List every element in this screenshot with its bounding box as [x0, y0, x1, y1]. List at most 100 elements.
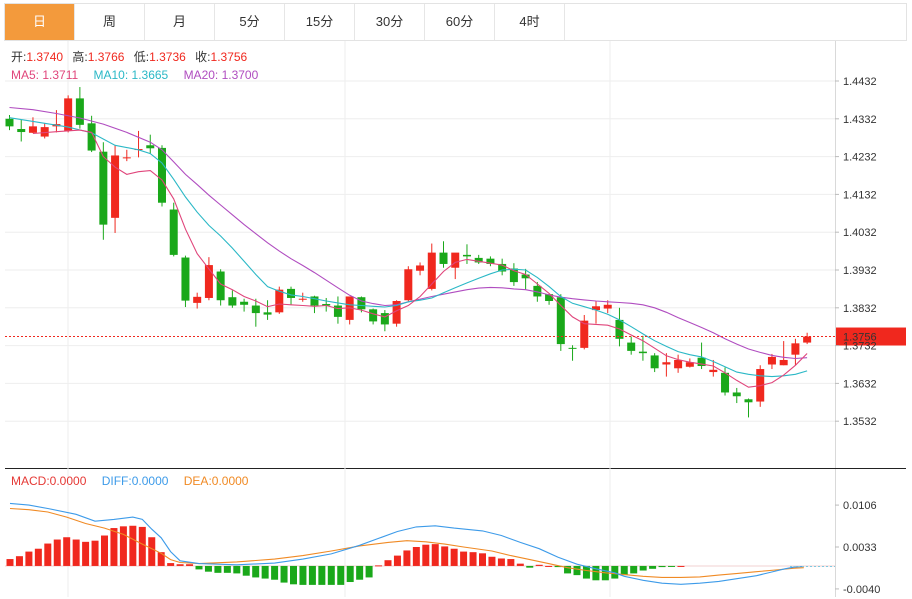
candle-body: [392, 300, 401, 324]
candle-body: [638, 351, 647, 354]
candle-body: [369, 309, 378, 322]
price-tag-text: 1.3756: [843, 332, 877, 344]
macd-bar: [384, 560, 392, 566]
candle-body: [181, 257, 190, 301]
ma10-label: MA10:: [94, 68, 132, 82]
candle-body: [99, 151, 108, 225]
tab-30min[interactable]: 30分: [355, 4, 425, 40]
macd-bar: [252, 565, 260, 578]
candle-body: [157, 147, 166, 203]
macd-bar: [129, 525, 137, 566]
candle-body: [674, 359, 683, 369]
tab-month[interactable]: 月: [145, 4, 215, 40]
diff-line: [9, 502, 804, 585]
ma10-value: 1.3665: [132, 68, 169, 82]
macd-bar: [479, 553, 486, 566]
macd-bar: [44, 543, 52, 566]
candle-body: [17, 129, 26, 133]
candle-body: [767, 356, 776, 365]
tab-5min[interactable]: 5分: [215, 4, 285, 40]
macd-bar: [261, 565, 269, 579]
candle-body: [439, 252, 448, 264]
candle-body: [462, 254, 471, 257]
macd-bar: [564, 565, 572, 574]
macd-bar: [535, 564, 543, 566]
diff-label: DIFF:: [102, 474, 132, 488]
macd-bar: [110, 528, 118, 566]
macd-bar: [299, 565, 307, 585]
candle-body: [650, 355, 659, 369]
tab-4hour[interactable]: 4时: [495, 4, 565, 40]
y-tick-label: 1.3632: [843, 378, 877, 390]
tab-week[interactable]: 周: [75, 4, 145, 40]
macd-bar: [233, 565, 241, 574]
candle-body: [697, 357, 706, 367]
candle-body: [779, 359, 788, 366]
low-label: 低:: [134, 50, 149, 64]
candle-body: [732, 392, 741, 397]
current-price-line: 1.3756: [5, 327, 906, 346]
high-value: 1.3766: [88, 50, 125, 64]
macd-bar: [186, 564, 194, 566]
ma20-label: MA20:: [184, 68, 222, 82]
dea-line: [9, 507, 804, 578]
macd-bar: [356, 565, 364, 580]
tab-15min[interactable]: 15分: [285, 4, 355, 40]
ma5-label: MA5:: [11, 68, 42, 82]
open-label: 开:: [11, 50, 26, 64]
macd-bar: [393, 555, 401, 566]
macd-bar: [488, 556, 496, 566]
macd-bar: [290, 565, 297, 585]
macd-bar: [516, 563, 524, 566]
candle-body: [533, 285, 542, 297]
candle-body: [545, 294, 554, 301]
candle-body: [568, 347, 577, 349]
ma-lines-layer: [9, 106, 808, 388]
candle-body: [580, 320, 589, 348]
tab-60min[interactable]: 60分: [425, 4, 495, 40]
candle-body: [416, 265, 425, 271]
candle-body: [40, 127, 49, 137]
candle-body: [228, 297, 237, 306]
candle-body: [5, 118, 14, 127]
y-tick-label: 1.3932: [843, 265, 877, 277]
ma10-line: [9, 117, 808, 378]
candle-body: [380, 313, 389, 325]
y-tick-label: 1.4032: [843, 227, 877, 239]
ma5-line: [32, 129, 808, 388]
candle-body: [803, 336, 812, 343]
diff-value: 0.0000: [132, 474, 169, 488]
y-tick-label: 1.4432: [843, 76, 877, 88]
candle-body: [744, 399, 753, 403]
macd-legend: MACD:0.0000 DIFF:0.0000 DEA:0.0000: [11, 474, 249, 488]
y-tick-label: 1.3832: [843, 303, 877, 315]
macd-bar: [204, 565, 212, 572]
candle-body: [521, 274, 530, 279]
candles-layer: [5, 87, 812, 418]
macd-bar: [271, 565, 279, 580]
macd-bar: [138, 526, 146, 566]
macd-bar: [365, 565, 373, 578]
candle-body: [75, 98, 84, 125]
tab-day[interactable]: 日: [5, 4, 75, 40]
macd-bar: [545, 565, 553, 567]
macd-bar: [167, 563, 175, 566]
low-value: 1.3736: [149, 50, 186, 64]
candle-body: [111, 155, 120, 218]
candle-body: [474, 257, 483, 263]
macd-value: 0.0000: [50, 474, 87, 488]
candle-body: [322, 304, 331, 306]
macd-bar: [148, 537, 156, 566]
candle-body: [404, 269, 413, 301]
candle-body: [216, 271, 225, 301]
macd-tick-label: 0.0033: [843, 542, 877, 554]
macd-bar: [460, 551, 468, 566]
candle-body: [333, 305, 342, 317]
y-tick-label: 1.4332: [843, 114, 877, 126]
candle-body: [357, 297, 366, 310]
ma5-value: 1.3711: [42, 68, 78, 82]
macd-bar: [431, 544, 439, 566]
macd-bar: [176, 564, 184, 566]
candle-body: [451, 252, 460, 268]
